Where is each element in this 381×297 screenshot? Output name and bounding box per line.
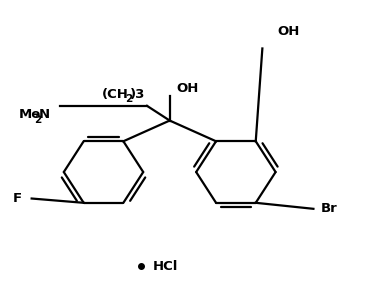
Text: 2: 2	[34, 115, 42, 125]
Text: F: F	[13, 192, 22, 205]
Text: 2: 2	[125, 94, 133, 104]
Text: OH: OH	[277, 25, 300, 38]
Text: Me: Me	[18, 108, 41, 121]
Text: )3: )3	[130, 88, 146, 101]
Text: HCl: HCl	[153, 260, 178, 273]
Text: (CH: (CH	[102, 88, 128, 101]
Text: N: N	[39, 108, 50, 121]
Text: OH: OH	[176, 82, 199, 95]
Text: Br: Br	[321, 202, 338, 215]
